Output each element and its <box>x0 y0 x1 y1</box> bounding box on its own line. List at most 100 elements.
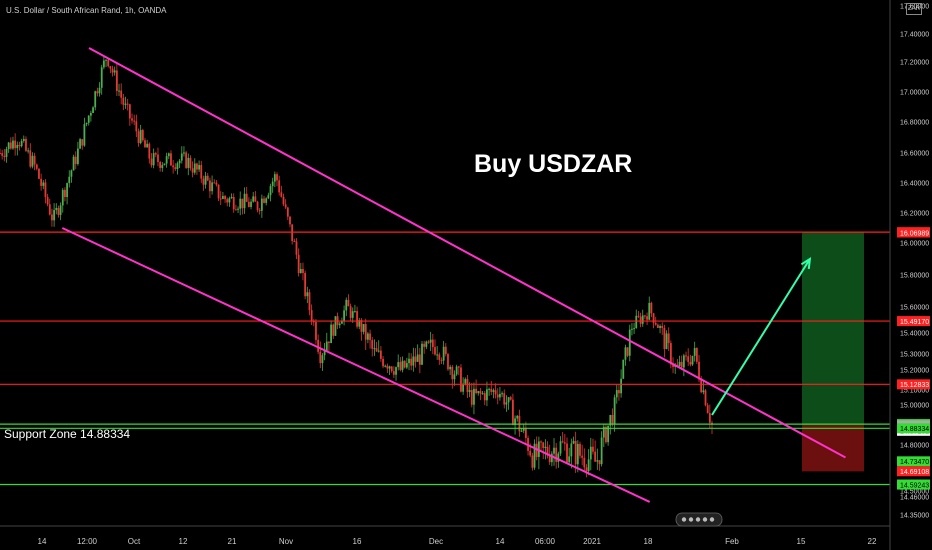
candle <box>542 441 545 460</box>
candle <box>412 347 415 372</box>
candle <box>239 191 242 216</box>
x-tick-label: 14 <box>38 537 47 546</box>
candle <box>596 448 599 470</box>
candle <box>540 440 542 451</box>
arrow-shaft[interactable] <box>711 258 811 416</box>
y-tick-label: 17.00000 <box>900 90 929 97</box>
candle <box>72 154 75 171</box>
candle <box>553 438 555 466</box>
candle <box>615 384 618 404</box>
candle <box>70 169 73 183</box>
svg-text:14.69108: 14.69108 <box>900 469 929 476</box>
candle <box>165 152 168 168</box>
candle <box>315 319 317 344</box>
candle <box>22 135 25 143</box>
candle <box>667 327 670 352</box>
annotation-support: Support Zone 14.88334 <box>4 427 131 441</box>
candle <box>191 161 194 178</box>
candle <box>375 341 378 352</box>
candle <box>416 344 419 362</box>
candle <box>284 199 287 210</box>
candle <box>306 286 309 304</box>
candle <box>87 115 90 126</box>
channel-lower[interactable] <box>61 227 651 503</box>
y-tick-label: 14.50000 <box>900 489 929 496</box>
candle <box>213 179 216 184</box>
candle <box>505 395 508 412</box>
candle <box>600 431 603 467</box>
candle <box>161 161 164 172</box>
candle <box>641 309 644 327</box>
candle <box>118 83 120 97</box>
candle <box>438 352 441 365</box>
candle <box>447 352 449 371</box>
candle <box>639 312 642 328</box>
currency-badge[interactable]: ZAR <box>906 3 922 15</box>
candle <box>343 305 345 326</box>
candle <box>665 330 668 350</box>
candle <box>691 355 694 366</box>
y-tick-label: 15.10000 <box>900 388 929 395</box>
candle <box>183 146 185 157</box>
candle <box>237 206 239 213</box>
candle <box>613 394 616 432</box>
candle <box>427 340 430 344</box>
candle <box>321 352 324 371</box>
profit-zone[interactable] <box>802 232 864 426</box>
candle <box>397 354 400 371</box>
candle <box>408 352 410 371</box>
candle <box>444 343 447 357</box>
candle <box>174 163 177 172</box>
candle <box>40 173 43 191</box>
candle <box>219 191 222 206</box>
candle <box>226 197 229 207</box>
loss-zone[interactable] <box>802 425 864 472</box>
candle <box>53 203 56 227</box>
channel-upper[interactable] <box>88 47 846 459</box>
candle <box>481 390 484 395</box>
candle <box>263 195 265 204</box>
candle <box>550 451 553 467</box>
candle <box>46 193 49 207</box>
candle <box>451 365 454 389</box>
candle <box>661 322 664 335</box>
x-tick-label: Nov <box>279 537 293 546</box>
candle <box>1 149 4 160</box>
candle <box>144 137 146 148</box>
candle <box>81 139 84 150</box>
candle <box>323 343 326 361</box>
candle <box>33 152 36 171</box>
candle <box>583 448 586 471</box>
candle <box>429 331 432 352</box>
y-tick-label: 17.20000 <box>900 60 929 67</box>
candle <box>644 314 646 319</box>
candle <box>460 364 462 393</box>
candle <box>589 437 592 471</box>
candle <box>29 143 32 169</box>
candle <box>14 133 17 156</box>
candle <box>139 124 142 145</box>
candle <box>410 353 413 371</box>
candle <box>390 365 393 373</box>
candle <box>449 364 452 375</box>
candle <box>403 360 406 369</box>
candle <box>388 365 391 376</box>
candle <box>704 388 707 407</box>
candle <box>367 331 369 344</box>
candle <box>395 366 397 381</box>
candle <box>330 320 333 344</box>
candle <box>494 383 497 399</box>
candle <box>561 431 564 444</box>
candle <box>85 122 88 127</box>
y-tick-label: 15.20000 <box>900 368 929 375</box>
candle <box>44 179 47 204</box>
candle <box>364 318 367 350</box>
candle <box>200 160 203 183</box>
level-label: 14.88334 <box>897 423 930 434</box>
candle <box>16 141 19 156</box>
candle <box>499 387 501 401</box>
candle <box>293 238 296 243</box>
candle <box>650 301 653 318</box>
tradingview-logo-icon <box>675 512 723 527</box>
